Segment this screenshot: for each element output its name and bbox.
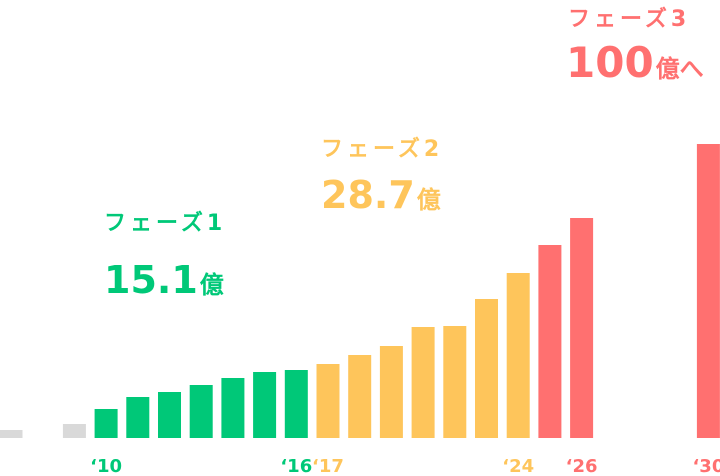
phase-unit: 億へ [656, 55, 704, 83]
phase-value: 15.1億 [104, 258, 224, 302]
bar [570, 218, 594, 438]
x-tick-label: ‘17 [312, 456, 344, 476]
bar [475, 299, 498, 438]
bar [221, 378, 245, 438]
phase-number: 15.1 [104, 258, 198, 302]
bar [696, 144, 720, 438]
bar [0, 430, 23, 438]
bar [253, 372, 277, 438]
x-tick-label: ‘24 [502, 456, 534, 476]
phase-value: 100億へ [566, 38, 704, 87]
bar [158, 392, 181, 438]
bar [189, 385, 213, 438]
phase-number: 100 [566, 38, 654, 87]
phase-label: フェーズ3 [568, 6, 690, 32]
bar [506, 273, 530, 438]
bar [538, 245, 562, 438]
x-tick-label: ‘16 [280, 456, 312, 476]
bar [316, 364, 340, 438]
bar [284, 370, 308, 438]
bar [379, 346, 403, 438]
phase-unit: 億 [200, 271, 224, 299]
phase-label: フェーズ2 [321, 136, 443, 162]
phase-unit: 億 [417, 186, 441, 214]
phase-number: 28.7 [321, 173, 415, 217]
bar [94, 409, 118, 438]
phase-label: フェーズ1 [104, 210, 226, 236]
x-tick-label: ‘26 [566, 456, 598, 476]
bar [348, 355, 372, 438]
x-tick-label: ‘30 [692, 456, 720, 476]
x-tick-label: ‘10 [90, 456, 122, 476]
bar [62, 424, 86, 438]
phase-value: 28.7億 [321, 173, 441, 217]
bar [443, 326, 467, 438]
bar [411, 327, 435, 438]
bar [126, 397, 150, 438]
